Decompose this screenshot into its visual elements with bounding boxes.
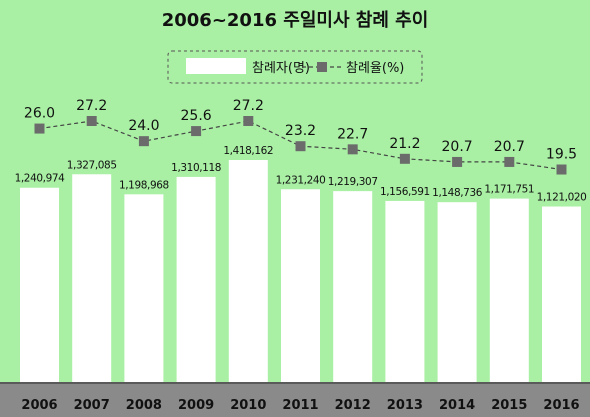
x-tick-label-2009: 2009 <box>178 398 214 413</box>
x-tick-label-2010: 2010 <box>230 398 266 413</box>
rate-marker-2011 <box>295 141 306 152</box>
rate-label-2007: 27.2 <box>76 98 107 114</box>
rate-label-2013: 21.2 <box>389 136 420 152</box>
x-tick-label-2007: 2007 <box>74 398 110 413</box>
rate-label-2016: 19.5 <box>546 147 577 163</box>
bar-2011 <box>281 189 320 382</box>
rate-marker-2009 <box>191 126 202 137</box>
legend-line-marker <box>317 62 327 72</box>
rate-marker-2006 <box>34 123 45 134</box>
rate-label-2009: 25.6 <box>181 108 212 124</box>
bar-value-label-2014: 1,148,736 <box>432 187 483 199</box>
bar-2013 <box>385 200 425 382</box>
rate-label-2014: 20.7 <box>442 139 473 155</box>
bar-2006 <box>20 187 59 382</box>
rate-marker-2008 <box>138 136 149 147</box>
bar-value-label-2007: 1,327,085 <box>67 159 117 171</box>
rate-marker-2015 <box>504 156 515 167</box>
rate-marker-2012 <box>347 144 358 155</box>
line-layer: 26.0 27.2 24.0 25.6 27.2 23.2 22.7 21.2 20.7 20.7… <box>24 98 577 175</box>
legend-box <box>167 50 423 84</box>
x-tick-label-2013: 2013 <box>387 398 423 413</box>
bar-2010 <box>228 160 268 382</box>
bar-value-label-2012: 1,219,307 <box>328 176 378 188</box>
rate-marker-2016 <box>556 164 567 175</box>
x-tick-label-2012: 2012 <box>335 398 371 413</box>
bar-2014 <box>437 202 477 382</box>
x-tick-label-2011: 2011 <box>282 398 318 413</box>
rate-label-2010: 27.2 <box>233 98 264 114</box>
bar-2009 <box>176 176 216 382</box>
legend-bar-label: 참례자(명) <box>252 61 310 76</box>
bar-value-label-2015: 1,171,751 <box>484 184 534 196</box>
x-tick-label-2015: 2015 <box>491 398 527 413</box>
x-tick-label-2008: 2008 <box>126 398 162 413</box>
bar-2016 <box>542 206 581 382</box>
bar-value-label-2010: 1,418,162 <box>223 145 273 157</box>
bar-value-label-2006: 1,240,974 <box>15 173 66 185</box>
bars-layer: 1,240,9741,327,0851,198,9681,310,1181,41… <box>15 145 587 382</box>
x-axis-line <box>0 382 590 384</box>
bar-value-label-2009: 1,310,118 <box>171 162 221 174</box>
legend-line-label: 참례율(%) <box>346 61 404 76</box>
bar-2008 <box>124 194 164 382</box>
bar-2007 <box>72 174 112 382</box>
bar-2015 <box>489 198 529 382</box>
legend: 참례자(명) 참례율(%) <box>167 50 423 84</box>
x-tick-label-2016: 2016 <box>543 398 579 413</box>
rate-label-2015: 20.7 <box>494 139 525 155</box>
x-tick-label-2014: 2014 <box>439 398 475 413</box>
rate-marker-2007 <box>86 116 97 126</box>
bar-value-label-2016: 1,121,020 <box>537 192 587 204</box>
rate-marker-2014 <box>452 156 463 167</box>
x-axis: 2006 2007 2008 2009 2010 2011 2012 2013 2014 2015… <box>0 382 590 417</box>
rate-marker-2010 <box>243 116 254 126</box>
bar-value-label-2011: 1,231,240 <box>276 174 326 186</box>
rate-label-2006: 26.0 <box>24 106 55 122</box>
legend-bar-swatch <box>186 58 246 74</box>
rate-label-2012: 22.7 <box>337 126 368 142</box>
rate-label-2011: 23.2 <box>285 123 316 139</box>
bar-2012 <box>333 191 373 382</box>
bar-value-label-2008: 1,198,968 <box>119 179 169 191</box>
x-axis-band <box>0 382 590 417</box>
bar-value-label-2013: 1,156,591 <box>380 186 430 198</box>
chart-title: 2006~2016 주일미사 참례 추이 <box>162 10 429 31</box>
rate-marker-2013 <box>399 153 410 164</box>
x-tick-label-2006: 2006 <box>21 398 57 413</box>
rate-label-2008: 24.0 <box>128 118 159 134</box>
